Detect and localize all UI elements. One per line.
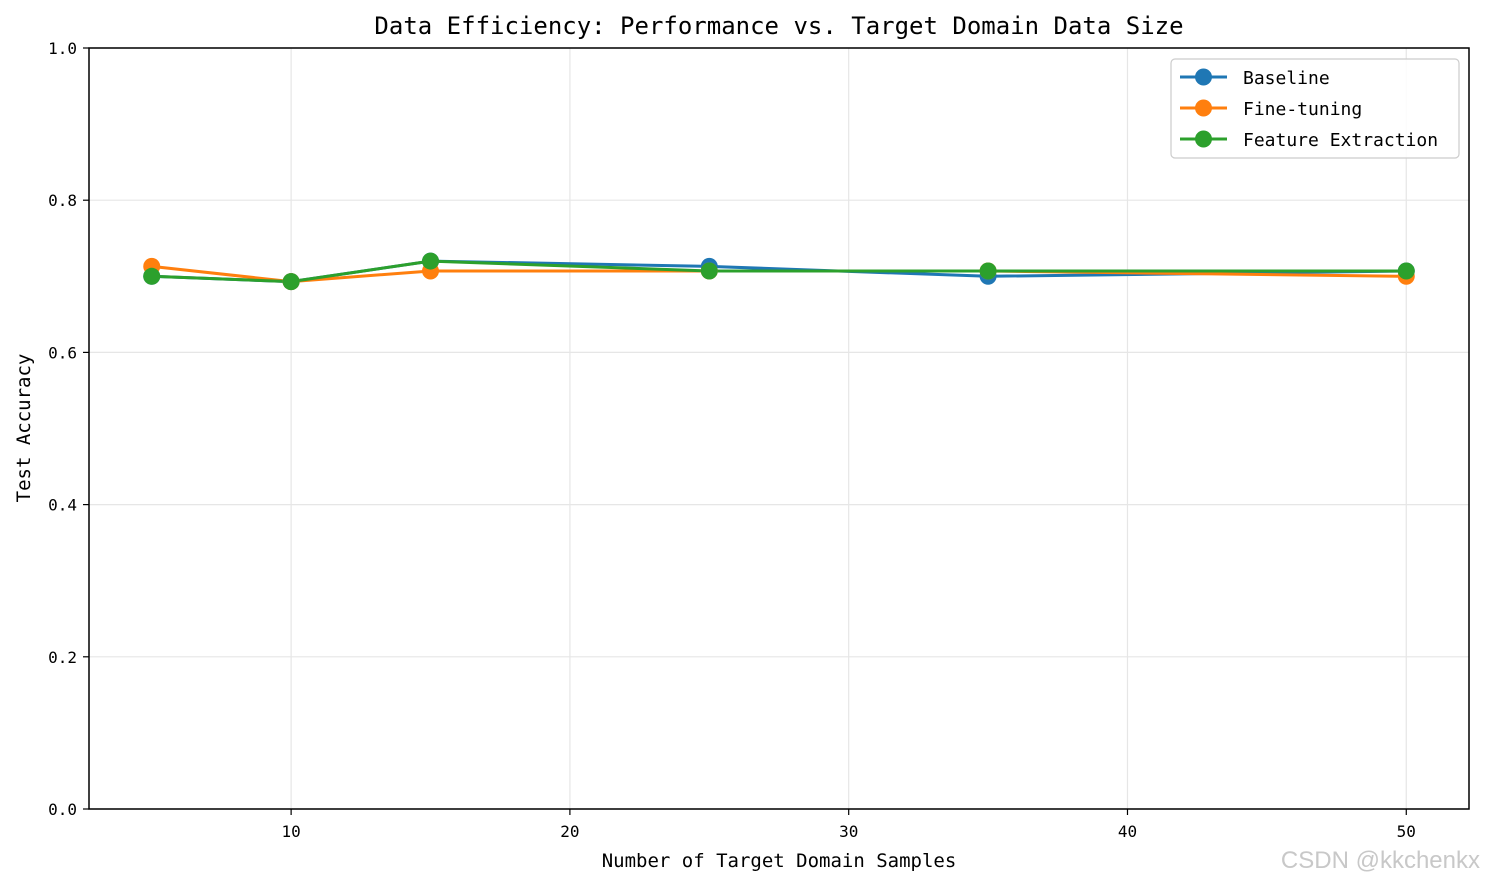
legend-item-feature-extraction: Feature Extraction — [1180, 130, 1438, 151]
legend-box — [1170, 58, 1460, 159]
y-tick-label: 0.2 — [48, 648, 77, 667]
legend-label: Baseline — [1243, 68, 1330, 89]
data-point-feature-extraction — [700, 262, 718, 280]
y-axis-ticks: 0.0 0.2 0.4 0.6 0.8 1.0 — [48, 39, 89, 819]
x-tick-label: 50 — [1397, 822, 1416, 841]
legend-marker — [1195, 68, 1212, 86]
y-tick-label: 0.8 — [48, 191, 77, 210]
data-point-feature-extraction — [422, 252, 440, 270]
watermark: CSDN @kkchenkx — [1281, 847, 1480, 874]
y-tick-label: 0.0 — [48, 800, 77, 819]
series-line-feature-extraction — [151, 259, 1407, 284]
data-point-feature-extraction — [979, 262, 997, 280]
x-tick-label: 20 — [560, 822, 579, 841]
y-tick-label: 1.0 — [48, 39, 77, 58]
y-tick-label: 0.6 — [48, 343, 77, 362]
legend-label: Fine-tuning — [1243, 99, 1362, 120]
series-lines — [151, 259, 1407, 284]
plot-frame — [88, 47, 1470, 810]
x-tick-label: 10 — [281, 822, 300, 841]
series-markers — [143, 252, 1415, 291]
legend-item-baseline: Baseline — [1180, 68, 1330, 89]
y-axis-label: Test Accuracy — [13, 354, 35, 503]
x-axis-ticks: 10 20 30 40 50 — [281, 809, 1416, 841]
legend-marker — [1195, 130, 1212, 148]
legend-marker — [1195, 99, 1212, 117]
x-tick-label: 30 — [839, 822, 858, 841]
legend: Baseline Fine-tuning Feature Extraction — [1170, 58, 1460, 159]
x-tick-label: 40 — [1118, 822, 1137, 841]
legend-item-fine-tuning: Fine-tuning — [1180, 99, 1362, 120]
data-point-feature-extraction — [143, 267, 161, 285]
y-tick-label: 0.4 — [48, 496, 77, 515]
x-axis-label: Number of Target Domain Samples — [602, 850, 957, 872]
data-point-feature-extraction — [282, 273, 300, 291]
data-point-feature-extraction — [1397, 262, 1415, 280]
legend-label: Feature Extraction — [1243, 130, 1438, 151]
chart-title: Data Efficiency: Performance vs. Target … — [374, 12, 1183, 40]
